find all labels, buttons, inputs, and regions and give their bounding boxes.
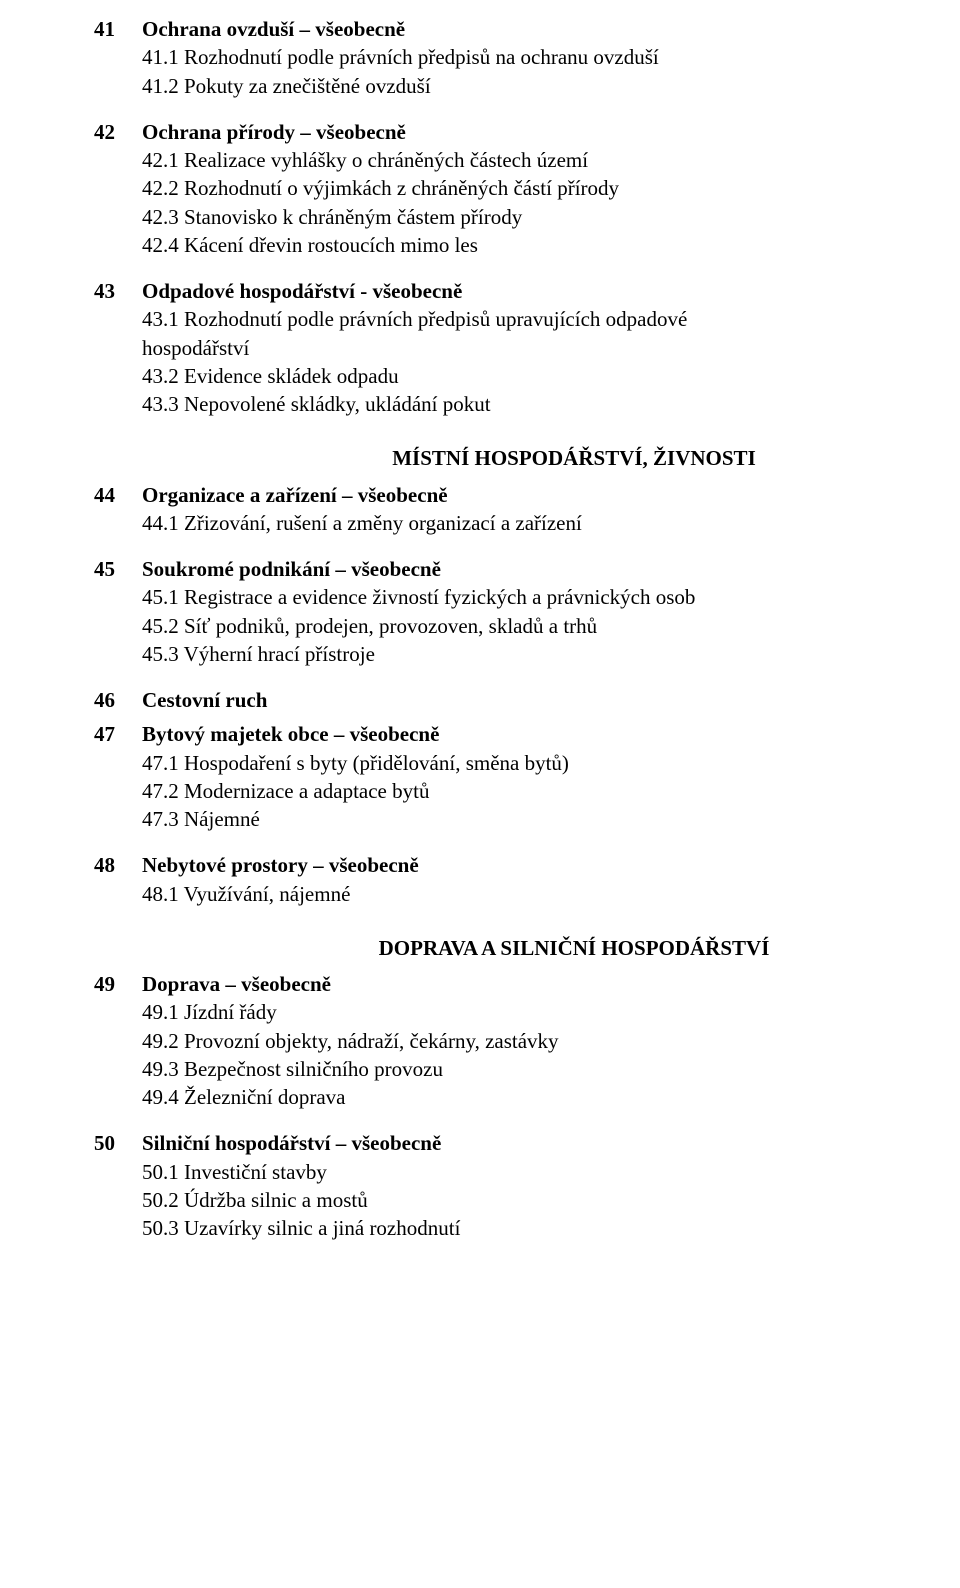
item-49-3: . 49.3 Bezpečnost silničního provozu S/5 xyxy=(94,1056,960,1082)
section-number: 45 xyxy=(94,556,142,582)
section-number: 42 xyxy=(94,119,142,145)
item-45-3: . 45.3 Výherní hrací přístroje S/5 xyxy=(94,641,960,667)
item-label: 49.4 Železniční doprava xyxy=(142,1084,960,1110)
item-42-4: . 42.4 Kácení dřevin rostoucích mimo les… xyxy=(94,232,960,258)
section-43-header: 43 Odpadové hospodářství - všeobecně V/5 xyxy=(94,278,960,304)
item-label: 50.2 Údržba silnic a mostů xyxy=(142,1187,960,1213)
section-title: Organizace a zařízení – všeobecně xyxy=(142,482,960,508)
item-label: 48.1 Využívání, nájemné xyxy=(142,881,960,907)
section-48-header: 48 Nebytové prostory – všeobecně S/10 xyxy=(94,852,960,878)
item-45-2: . 45.2 Síť podniků, prodejen, provozoven… xyxy=(94,613,960,639)
item-45-1: . 45.1 Registrace a evidence živností fy… xyxy=(94,584,960,610)
item-48-1: . 48.1 Využívání, nájemné S/5 xyxy=(94,881,960,907)
item-43-2: . 43.2 Evidence skládek odpadu V/54) xyxy=(94,363,960,389)
item-50-3: . 50.3 Uzavírky silnic a jiná rozhodnutí… xyxy=(94,1215,960,1241)
section-42-header: 42 Ochrana přírody – všeobecně V/5 xyxy=(94,119,960,145)
item-label: 49.3 Bezpečnost silničního provozu xyxy=(142,1056,960,1082)
item-label: 47.2 Modernizace a adaptace bytů xyxy=(142,778,960,804)
item-42-3: . 42.3 Stanovisko k chráněným částem pří… xyxy=(94,204,960,230)
section-number: 47 xyxy=(94,721,142,747)
section-number: 48 xyxy=(94,852,142,878)
section-title: Cestovní ruch xyxy=(142,687,960,713)
section-title: Bytový majetek obce – všeobecně xyxy=(142,721,960,747)
item-42-2: . 42.2 Rozhodnutí o výjimkách z chráněný… xyxy=(94,175,960,201)
item-47-2: . 47.2 Modernizace a adaptace bytů S/5 xyxy=(94,778,960,804)
section-title: Nebytové prostory – všeobecně xyxy=(142,852,960,878)
item-label-cont: hospodářství xyxy=(142,335,960,361)
item-50-2: . 50.2 Údržba silnic a mostů S/5 xyxy=(94,1187,960,1213)
section-49-header: 49 Doprava – všeobecně S/5 xyxy=(94,971,960,997)
section-41-header: 41 Ochrana ovzduší – všeobecně V/5 xyxy=(94,16,960,42)
item-label: 44.1 Zřizování, rušení a změny organizac… xyxy=(142,510,960,536)
item-label: 49.2 Provozní objekty, nádraží, čekárny,… xyxy=(142,1028,960,1054)
item-label: 42.4 Kácení dřevin rostoucích mimo les xyxy=(142,232,960,258)
item-label: 43.2 Evidence skládek odpadu xyxy=(142,363,960,389)
section-46-header: 46 Cestovní ruch V/5 xyxy=(94,687,960,713)
item-43-1-line2: . hospodářství A/51) xyxy=(94,335,960,361)
item-47-1: . 47.1 Hospodaření s byty (přidělování, … xyxy=(94,750,960,776)
item-label: 43.3 Nepovolené skládky, ukládání pokut xyxy=(142,391,960,417)
item-label: 45.2 Síť podniků, prodejen, provozoven, … xyxy=(142,613,960,639)
section-title: Ochrana ovzduší – všeobecně xyxy=(142,16,960,42)
item-label: 42.3 Stanovisko k chráněným částem příro… xyxy=(142,204,960,230)
item-43-1-line1: . 43.1 Rozhodnutí podle právních předpis… xyxy=(94,306,960,332)
section-number: 43 xyxy=(94,278,142,304)
heading-mistni-hospodarstvi: MÍSTNÍ HOSPODÁŘSTVÍ, ŽIVNOSTI xyxy=(94,445,960,471)
item-41-2: . 41.2 Pokuty za znečištěné ovzduší V/5 xyxy=(94,73,960,99)
item-label: 43.1 Rozhodnutí podle právních předpisů … xyxy=(142,306,960,332)
item-label: 45.1 Registrace a evidence živností fyzi… xyxy=(142,584,960,610)
item-label: 45.3 Výherní hrací přístroje xyxy=(142,641,960,667)
item-label: 41.2 Pokuty za znečištěné ovzduší xyxy=(142,73,960,99)
item-label: 50.1 Investiční stavby xyxy=(142,1159,960,1185)
section-title: Ochrana přírody – všeobecně xyxy=(142,119,960,145)
item-label: 42.1 Realizace vyhlášky o chráněných čás… xyxy=(142,147,960,173)
section-45-header: 45 Soukromé podnikání – všeobecně V/10 xyxy=(94,556,960,582)
item-label: 47.3 Nájemné xyxy=(142,806,960,832)
item-41-1: . 41.1 Rozhodnutí podle právních předpis… xyxy=(94,44,960,70)
item-49-2: . 49.2 Provozní objekty, nádraží, čekárn… xyxy=(94,1028,960,1054)
section-title: Doprava – všeobecně xyxy=(142,971,960,997)
section-number: 44 xyxy=(94,482,142,508)
item-label: 42.2 Rozhodnutí o výjimkách z chráněných… xyxy=(142,175,960,201)
item-44-1: . 44.1 Zřizování, rušení a změny organiz… xyxy=(94,510,960,536)
section-title: Odpadové hospodářství - všeobecně xyxy=(142,278,960,304)
item-label: 47.1 Hospodaření s byty (přidělování, sm… xyxy=(142,750,960,776)
section-number: 50 xyxy=(94,1130,142,1156)
item-49-4: . 49.4 Železniční doprava S/5 xyxy=(94,1084,960,1110)
section-number: 41 xyxy=(94,16,142,42)
section-number: 49 xyxy=(94,971,142,997)
section-number: 46 xyxy=(94,687,142,713)
section-title: Silniční hospodářství – všeobecně xyxy=(142,1130,960,1156)
item-label: 50.3 Uzavírky silnic a jiná rozhodnutí xyxy=(142,1215,960,1241)
section-44-header: 44 Organizace a zařízení – všeobecně V/1… xyxy=(94,482,960,508)
section-50-header: 50 Silniční hospodářství – všeobecně S/5 xyxy=(94,1130,960,1156)
item-50-1: . 50.1 Investiční stavby A/10 xyxy=(94,1159,960,1185)
item-47-3: . 47.3 Nájemné S/5 xyxy=(94,806,960,832)
item-43-3: . 43.3 Nepovolené skládky, ukládání poku… xyxy=(94,391,960,417)
item-49-1: . 49.1 Jízdní řády S/5 xyxy=(94,999,960,1025)
item-42-1: . 42.1 Realizace vyhlášky o chráněných č… xyxy=(94,147,960,173)
section-47-header: 47 Bytový majetek obce – všeobecně V/10 xyxy=(94,721,960,747)
heading-doprava: DOPRAVA A SILNIČNÍ HOSPODÁŘSTVÍ xyxy=(94,935,960,961)
section-title: Soukromé podnikání – všeobecně xyxy=(142,556,960,582)
item-label: 49.1 Jízdní řády xyxy=(142,999,960,1025)
item-label: 41.1 Rozhodnutí podle právních předpisů … xyxy=(142,44,960,70)
